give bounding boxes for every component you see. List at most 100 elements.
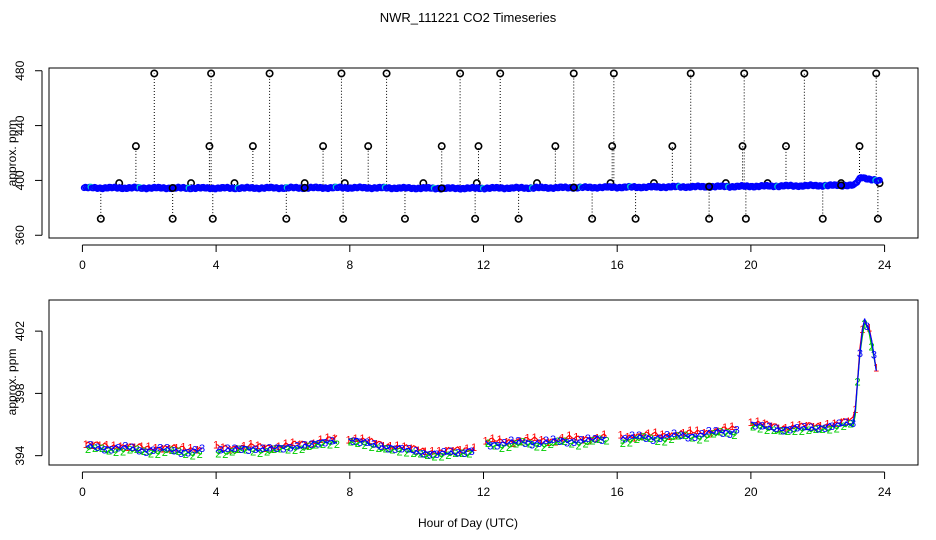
- series-2-marker: 2: [583, 439, 589, 451]
- series-1-marker: 1: [304, 440, 310, 452]
- series-3-marker: 3: [294, 441, 300, 453]
- series-3-marker: 3: [650, 435, 656, 447]
- flag-point: [364, 142, 373, 151]
- flag-point: [337, 69, 346, 78]
- series-1-marker: 1: [152, 442, 158, 454]
- series-2-marker: 2: [113, 447, 119, 459]
- series-2-marker: 2: [299, 444, 305, 456]
- flag-point: [686, 69, 695, 78]
- series-2-marker: 2: [222, 449, 228, 461]
- series-3-marker: 3: [706, 426, 712, 438]
- series-1-marker: 1: [769, 421, 775, 433]
- y-tick-label: 480: [13, 60, 27, 80]
- series-2-marker: 2: [313, 439, 319, 451]
- series-3-marker: 3: [245, 445, 251, 457]
- series-3-marker: 3: [864, 321, 870, 333]
- series-1-marker: 1: [394, 440, 400, 452]
- series-1-marker: 1: [831, 418, 837, 430]
- series-3-marker: 3: [643, 433, 649, 445]
- series-2-marker: 2: [397, 446, 403, 458]
- series-3-marker: 3: [108, 445, 114, 457]
- series-3-marker: 3: [871, 350, 877, 362]
- series-3-marker: 3: [218, 445, 224, 457]
- series-3-marker: 3: [427, 450, 433, 462]
- series-2-marker: 2: [590, 435, 596, 447]
- series-2-marker: 2: [278, 444, 284, 456]
- series-2-marker: 2: [431, 452, 437, 464]
- panel-1-data: [80, 69, 884, 223]
- series-2-line: [85, 445, 203, 457]
- x-tick-label: 12: [477, 485, 491, 499]
- series-1-marker: 1: [701, 428, 707, 440]
- series-1-marker: 1: [104, 440, 110, 452]
- flag-point: [631, 214, 640, 223]
- x-tick-label: 20: [744, 258, 758, 272]
- series-1-line: [485, 433, 607, 444]
- series-1-marker: 1: [659, 429, 665, 441]
- series-1-marker: 1: [145, 441, 151, 453]
- panel-1-yaxis: 360 400 440 480: [13, 60, 43, 245]
- series-2-marker: 2: [229, 446, 235, 458]
- flag-point: [248, 142, 257, 151]
- series-3-marker: 3: [136, 446, 142, 458]
- series-3-marker: 3: [850, 418, 856, 430]
- series-3-marker: 3: [280, 444, 286, 456]
- series-2-marker: 2: [438, 452, 444, 464]
- series-3-marker: 3: [129, 442, 135, 454]
- series-2-marker: 2: [236, 444, 242, 456]
- flag-point: [818, 214, 827, 223]
- series-3-marker: 3: [87, 439, 93, 451]
- series-3-marker: 3: [199, 443, 205, 455]
- series-1-marker: 1: [213, 439, 219, 451]
- series-3-marker: 3: [780, 425, 786, 437]
- series-2-marker: 2: [306, 441, 312, 453]
- series-1-marker: 1: [234, 444, 240, 456]
- series-2-marker: 2: [411, 448, 417, 460]
- series-2-marker: 2: [120, 447, 126, 459]
- series-1-marker: 1: [652, 427, 658, 439]
- series-1-marker: 1: [524, 433, 530, 445]
- series-3-marker: 3: [664, 430, 670, 442]
- series-3-marker: 3: [720, 428, 726, 440]
- series-3-marker: 3: [413, 446, 419, 458]
- flag-point: [569, 183, 578, 192]
- series-3-marker: 3: [671, 428, 677, 440]
- series-2-marker: 2: [841, 421, 847, 433]
- series-1-marker: 1: [617, 430, 623, 442]
- series-1-marker: 1: [345, 435, 351, 447]
- flag-point: [738, 142, 747, 151]
- series-2-marker: 2: [785, 426, 791, 438]
- series-3-marker: 3: [178, 448, 184, 460]
- series-3-marker: 3: [773, 423, 779, 435]
- series-3-marker: 3: [727, 429, 733, 441]
- series-3-marker: 3: [371, 438, 377, 450]
- series-1-marker: 1: [401, 441, 407, 453]
- series-2-marker: 2: [820, 424, 826, 436]
- series-2-marker: 2: [627, 437, 633, 449]
- series-3-marker: 3: [406, 444, 412, 456]
- series-1-marker: 1: [729, 421, 735, 433]
- flag-point: [265, 69, 274, 78]
- flag-point: [741, 214, 750, 223]
- series-3-marker: 3: [157, 442, 163, 454]
- series-2-marker: 2: [806, 425, 812, 437]
- series-1-marker: 1: [845, 416, 851, 428]
- series-1-marker: 1: [755, 416, 761, 428]
- flag-point: [740, 69, 749, 78]
- series-1-marker: 1: [359, 433, 365, 445]
- series-2-marker: 2: [669, 434, 675, 446]
- series-3-marker: 3: [329, 436, 335, 448]
- series-2-marker: 2: [85, 444, 91, 456]
- series-3-marker: 3: [557, 436, 563, 448]
- series-1-marker: 1: [97, 440, 103, 452]
- series-2-marker: 2: [215, 449, 221, 461]
- series-3-marker: 3: [273, 443, 279, 455]
- flag-point: [837, 181, 846, 190]
- x-tick-label: 16: [611, 485, 625, 499]
- x-tick-label: 12: [477, 258, 491, 272]
- series-1-marker: 1: [504, 437, 510, 449]
- flag-point: [300, 183, 309, 192]
- series-1-marker: 1: [645, 428, 651, 440]
- y-tick-label: 400: [13, 170, 27, 190]
- series-1-marker: 1: [118, 441, 124, 453]
